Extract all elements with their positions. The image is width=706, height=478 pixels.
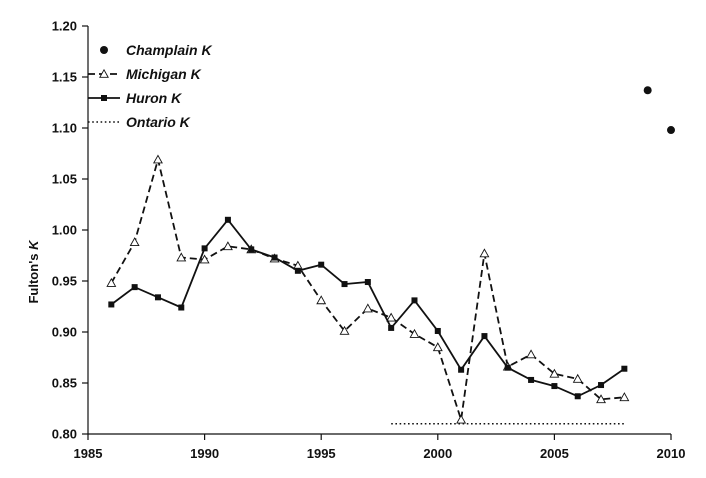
- x-tick-label: 2000: [423, 446, 452, 461]
- huron-k-point: [201, 245, 208, 252]
- michigan-k-point: [409, 328, 420, 338]
- huron-k-point: [388, 324, 395, 331]
- huron-k-point: [318, 261, 325, 268]
- huron-k-point: [411, 297, 418, 304]
- x-tick-label: 1990: [190, 446, 219, 461]
- michigan-k-point: [106, 277, 117, 287]
- michigan-k-point: [572, 373, 583, 383]
- legend-label-main: Champlain: [126, 42, 201, 58]
- legend-label-italic: K: [171, 90, 182, 106]
- legend-swatch-marker: [101, 95, 107, 101]
- legend-item-champlain-k: Champlain K: [100, 42, 212, 58]
- michigan-k-point: [596, 394, 607, 404]
- huron-k-point: [598, 382, 605, 389]
- huron-k-point: [131, 284, 138, 291]
- michigan-k-point: [176, 252, 187, 262]
- y-tick-label: 1.05: [52, 172, 77, 187]
- michigan-k-point: [432, 342, 443, 352]
- y-tick-label: 1.10: [52, 121, 77, 136]
- michigan-k-point: [386, 312, 397, 322]
- michigan-k-point: [456, 414, 467, 424]
- huron-k-point: [108, 301, 115, 308]
- y-tick-label: 1.15: [52, 70, 77, 85]
- y-tick-label: 0.85: [52, 376, 77, 391]
- legend-swatch-marker: [99, 68, 109, 78]
- legend-label-italic: K: [180, 114, 191, 130]
- huron-k-point: [528, 376, 535, 383]
- champlain-k-point: [667, 126, 675, 135]
- legend-label: Michigan K: [126, 66, 202, 82]
- ticks: 0.80 0.85 0.90 0.95 1.00 1.05 1.10 1.15 1.20 1985…: [52, 19, 686, 462]
- huron-k-point: [294, 267, 301, 274]
- huron-k-point: [224, 216, 231, 223]
- huron-k-point: [574, 393, 581, 400]
- huron-k-point: [341, 281, 348, 288]
- michigan-k-point: [339, 325, 350, 335]
- michigan-k-point: [222, 241, 233, 251]
- huron-k-point: [621, 365, 628, 372]
- legend-label-main: Ontario: [126, 114, 180, 130]
- huron-k-point: [154, 294, 161, 301]
- x-tick-label: 1995: [307, 446, 336, 461]
- series-champlain-k: [643, 86, 675, 135]
- series-huron-k: [108, 216, 628, 400]
- michigan-k-point: [199, 254, 210, 264]
- michigan-k-point: [362, 303, 373, 313]
- series-layer: [106, 86, 675, 425]
- axes: [87, 26, 671, 435]
- michigan-k-point: [479, 248, 490, 258]
- legend-swatch-marker: [100, 46, 108, 54]
- michigan-k-point: [549, 368, 560, 378]
- huron-k-point: [434, 327, 441, 334]
- y-tick-label: 0.95: [52, 274, 77, 289]
- y-tick-label: 0.90: [52, 325, 77, 340]
- x-tick-label: 2005: [540, 446, 569, 461]
- michigan-k-point: [129, 237, 140, 247]
- michigan-k-point: [619, 392, 630, 402]
- y-axis-title: Fulton's K: [26, 239, 41, 304]
- legend-label-italic: K: [191, 66, 202, 82]
- huron-k-point: [364, 279, 371, 286]
- michigan-k-point: [526, 349, 537, 359]
- huron-k-point: [481, 333, 488, 340]
- huron-k-point: [504, 364, 511, 371]
- legend-label-main: Michigan: [126, 66, 191, 82]
- legend-label: Ontario K: [126, 114, 191, 130]
- michigan-k-point: [152, 154, 163, 164]
- x-tick-label: 2010: [657, 446, 686, 461]
- huron-k-point: [178, 304, 185, 311]
- legend-label-italic: K: [201, 42, 212, 58]
- series-michigan-k: [106, 154, 630, 424]
- huron-k-point: [551, 383, 558, 390]
- y-tick-label: 0.80: [52, 427, 77, 442]
- huron-k-point: [458, 366, 465, 373]
- legend-label: Champlain K: [126, 42, 212, 58]
- legend-item-huron-k: Huron K: [88, 90, 182, 106]
- x-tick-label: 1985: [74, 446, 103, 461]
- huron-k-point: [271, 254, 278, 261]
- y-tick-label: 1.00: [52, 223, 77, 238]
- legend-label-main: Huron: [126, 90, 171, 106]
- y-axis-title-main: Fulton's: [26, 250, 41, 304]
- huron-k-point: [248, 246, 255, 253]
- legend-item-michigan-k: Michigan K: [88, 66, 202, 82]
- legend-item-ontario-k: Ontario K: [88, 114, 191, 130]
- michigan-k-point: [316, 295, 327, 305]
- legend-label: Huron K: [126, 90, 182, 106]
- champlain-k-point: [643, 86, 652, 95]
- y-axis-title-italic: K: [26, 239, 41, 250]
- y-tick-label: 1.20: [52, 19, 77, 34]
